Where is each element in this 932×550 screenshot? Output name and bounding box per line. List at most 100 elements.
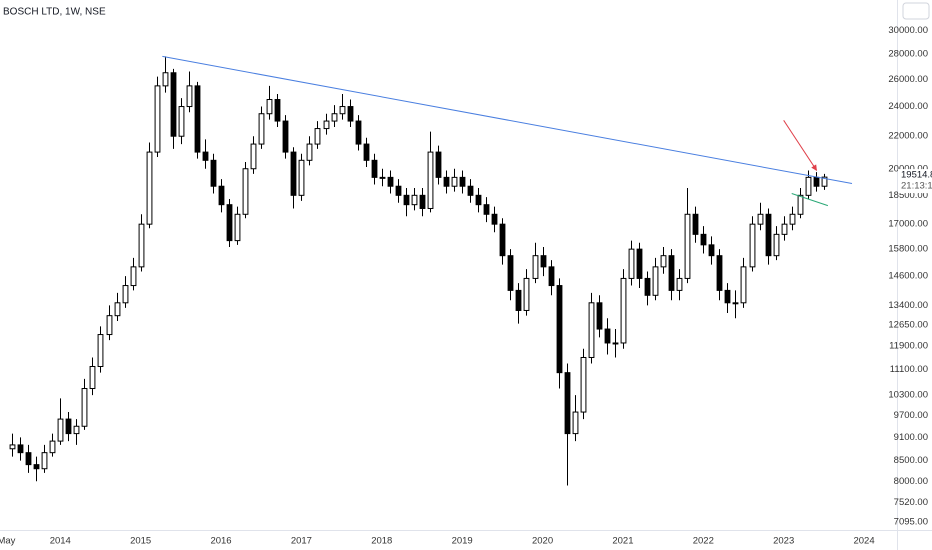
candle-body (178, 106, 185, 137)
candle-body (612, 342, 619, 345)
candle-body (57, 418, 64, 442)
candle-body (427, 151, 434, 209)
candle-body (540, 255, 547, 268)
x-tick-label: 2023 (773, 536, 794, 547)
candle-body (572, 411, 579, 435)
candle-body (226, 204, 233, 242)
candle-body (515, 289, 522, 311)
candle-body (789, 213, 796, 225)
settings-button[interactable] (902, 2, 930, 20)
y-tick-label: 8500.00 (894, 455, 928, 466)
candle-body (387, 176, 394, 187)
candle-body (306, 143, 313, 161)
candle-body (290, 151, 297, 196)
candle-body (234, 213, 241, 242)
candle-body (620, 277, 627, 344)
candle-body (700, 233, 707, 246)
candle-body (435, 151, 442, 178)
candle-body (692, 213, 699, 235)
x-tick-label: 2021 (612, 536, 633, 547)
candle-body (459, 176, 466, 187)
candle-body (749, 223, 756, 268)
x-tick-label: 2018 (371, 536, 392, 547)
candle-body (805, 176, 812, 196)
candle-body (773, 233, 780, 257)
candle-body (636, 248, 643, 279)
x-tick-label: 2017 (291, 536, 312, 547)
candle-body (81, 388, 88, 427)
candle-body (708, 244, 715, 257)
candle-body (475, 194, 482, 206)
candle-body (242, 168, 249, 215)
candle-body (451, 176, 458, 187)
candle-body (355, 120, 362, 145)
candle-body (331, 113, 338, 122)
candle-body (33, 464, 40, 470)
candle-body (146, 151, 153, 225)
candle-body (9, 444, 16, 450)
candle-body (97, 334, 104, 368)
y-tick-label: 11100.00 (890, 364, 928, 375)
y-tick-label: 12650.00 (888, 319, 928, 330)
candle-body (604, 328, 611, 344)
candle-body (668, 255, 675, 291)
candle-body (757, 213, 764, 225)
candle-body (202, 151, 209, 161)
candle-body (556, 285, 563, 374)
candle-body (765, 213, 772, 257)
candle-body (323, 120, 330, 130)
x-tick-label: 2024 (853, 536, 874, 547)
x-tick-label: 2014 (50, 536, 71, 547)
y-tick-label: 8000.00 (894, 476, 928, 487)
candle-body (821, 176, 828, 187)
candle-body (258, 113, 265, 145)
candle-body (684, 213, 691, 279)
candle-body (210, 159, 217, 187)
candle-body (314, 128, 321, 145)
y-tick-label: 20000.00 (888, 163, 928, 174)
x-tick-label: 2015 (130, 536, 151, 547)
candle-body (467, 185, 474, 196)
candle-body (282, 120, 289, 153)
candle-body (89, 366, 96, 390)
y-tick-label: 24000.00 (888, 101, 928, 112)
candle-body (186, 85, 193, 108)
candle-body (588, 302, 595, 358)
candle-body (419, 194, 426, 209)
candle-body (130, 266, 137, 287)
y-tick-label: 18500.00 (888, 190, 928, 201)
candle-body (17, 444, 24, 454)
candle-body (443, 176, 450, 187)
candle-body (724, 289, 731, 304)
candle-body (483, 204, 490, 215)
candle-body (49, 440, 56, 454)
countdown-label: 21:13:19 (901, 181, 932, 192)
candle-body (676, 277, 683, 291)
candle-body (194, 85, 201, 153)
candle-body (797, 194, 804, 215)
x-tick-label: 2019 (452, 536, 473, 547)
y-tick-label: 22000.00 (888, 131, 928, 142)
last-price-label: 19514.85 (901, 170, 932, 181)
y-tick-label: 10300.00 (888, 390, 928, 401)
candle-body (628, 248, 635, 279)
candle-body (138, 223, 145, 268)
candle-body (548, 266, 555, 287)
y-tick-label: 15800.00 (888, 244, 928, 255)
candle-body (781, 223, 788, 235)
y-tick-label: 7095.00 (894, 517, 928, 528)
candle-body (596, 302, 603, 330)
y-tick-label: 17000.00 (888, 219, 928, 230)
candle-body (266, 99, 273, 115)
x-tick-label: May (0, 536, 16, 547)
candle-body (41, 452, 48, 470)
candle-body (154, 85, 161, 153)
candle-body (298, 159, 305, 196)
y-tick-label: 30000.00 (888, 25, 928, 36)
candle-body (122, 285, 129, 304)
candle-body (491, 213, 498, 225)
candle-body (411, 194, 418, 206)
y-tick-label: 11900.00 (889, 340, 928, 351)
